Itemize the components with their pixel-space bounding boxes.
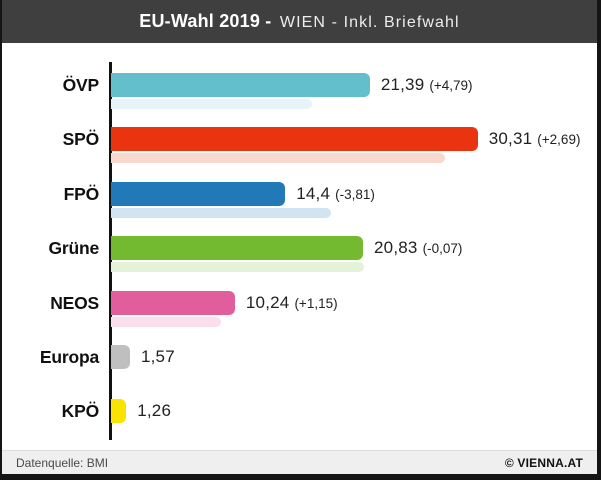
change-label: (-0,07) — [422, 241, 463, 257]
party-label: ÖVP — [62, 75, 100, 95]
value-group: 10,24 (+1,15) — [246, 291, 338, 315]
value-group: 20,83 (-0,07) — [374, 236, 462, 260]
result-bar — [111, 344, 130, 369]
value-group: 1,26 — [137, 399, 171, 423]
value-label: 1,26 — [137, 401, 172, 421]
value-group: 14,4 (-3,81) — [296, 182, 375, 206]
previous-result-bar — [111, 99, 312, 109]
previous-result-bar — [111, 207, 332, 218]
previous-result-bar — [111, 153, 446, 164]
chart-row: NEOS 10,24 (+1,15) — [2, 290, 597, 345]
chart-title-sub: WIEN - Inkl. Briefwahl — [279, 14, 460, 31]
change-label: (+1,15) — [294, 295, 338, 311]
party-label: FPÖ — [63, 183, 100, 204]
change-label: (+4,79) — [429, 78, 473, 93]
chart-title: EU-Wahl 2019 - WIEN - Inkl. Briefwahl — [139, 11, 459, 32]
chart-rows: ÖVP 21,39 (+4,79) SPÖ 30,31 (+2,69) FPÖ 14… — [2, 73, 597, 454]
previous-result-bar — [111, 316, 221, 327]
data-source-label: Datenquelle: BMI — [16, 455, 109, 470]
change-label: (-3,81) — [335, 186, 375, 202]
result-bar — [111, 399, 127, 424]
chart-row: FPÖ 14,4 (-3,81) — [2, 181, 597, 236]
value-label: 20,83 — [374, 238, 418, 258]
value-label: 30,31 — [488, 129, 533, 149]
bar-chart: ÖVP 21,39 (+4,79) SPÖ 30,31 (+2,69) FPÖ 14… — [2, 43, 597, 450]
footer-bar: Datenquelle: BMI © VIENNA.AT — [2, 450, 597, 474]
value-label: 14,4 — [296, 183, 331, 203]
credit-label: © VIENNA.AT — [504, 455, 583, 470]
chart-title-main: EU-Wahl 2019 - — [139, 11, 272, 31]
result-bar — [111, 290, 235, 315]
header-bar: EU-Wahl 2019 - WIEN - Inkl. Briefwahl — [2, 0, 597, 43]
chart-row: KPÖ 1,26 — [2, 399, 597, 453]
chart-row: Grüne 20,83 (-0,07) — [2, 236, 597, 290]
y-axis-line — [109, 62, 112, 440]
result-bar — [111, 181, 286, 206]
value-group: 1,57 — [141, 345, 175, 369]
result-bar — [111, 73, 370, 97]
previous-result-bar — [111, 262, 364, 273]
result-bar — [111, 236, 364, 261]
chart-row: ÖVP 21,39 (+4,79) — [2, 73, 597, 127]
chart-row: Europa 1,57 — [2, 344, 597, 399]
value-group: 30,31 (+2,69) — [489, 127, 581, 151]
value-label: 10,24 — [245, 292, 290, 312]
party-label: Grüne — [48, 238, 99, 259]
party-label: NEOS — [50, 292, 99, 313]
change-label: (+2,69) — [537, 132, 581, 148]
value-label: 1,57 — [140, 346, 175, 366]
value-label: 21,39 — [380, 75, 425, 94]
party-label: Europa — [39, 346, 99, 367]
party-label: SPÖ — [62, 129, 100, 150]
party-label: KPÖ — [61, 401, 100, 422]
chart-row: SPÖ 30,31 (+2,69) — [2, 127, 597, 181]
result-bar — [111, 127, 478, 152]
value-group: 21,39 (+4,79) — [381, 73, 473, 97]
